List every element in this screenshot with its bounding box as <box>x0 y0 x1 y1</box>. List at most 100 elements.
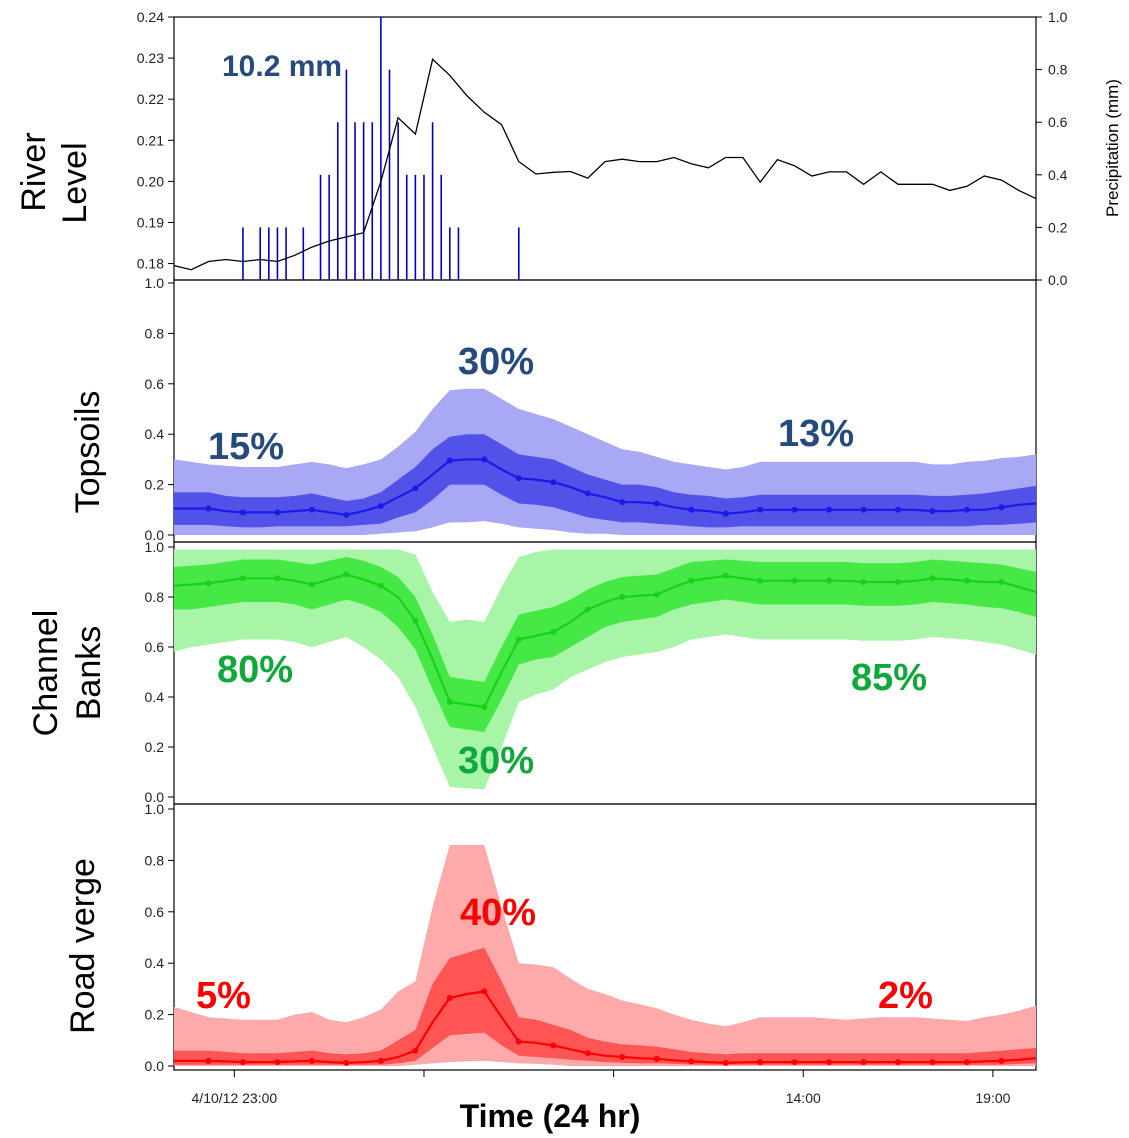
ylabel-topsoils: Topsoils <box>69 391 107 514</box>
median-point <box>584 1050 591 1057</box>
median-point <box>550 479 557 486</box>
median-point <box>722 572 729 579</box>
median-point <box>860 579 867 585</box>
ylabel-river-line1: River <box>15 132 53 211</box>
ytick-label: 0.2 <box>145 477 165 493</box>
median-point <box>929 508 936 515</box>
ylabel-river-right: Precipitation (mm) <box>1103 79 1122 217</box>
ytick-label: 0.4 <box>145 955 165 971</box>
median-point <box>481 988 488 995</box>
median-point <box>308 581 315 588</box>
annotation-topsoils-right: 13% <box>778 413 854 455</box>
ytick-label: 1.0 <box>145 539 165 555</box>
median-line <box>173 573 1037 709</box>
annotation-topsoils-left: 15% <box>208 426 284 468</box>
median-point <box>895 1059 902 1066</box>
median-point <box>964 506 971 513</box>
median-point <box>584 490 591 497</box>
median-point <box>274 575 281 582</box>
median-point <box>653 591 660 598</box>
ytick-label: 0.4 <box>145 689 165 705</box>
channel-banks-plot: 0.0 0.2 0.4 0.6 0.8 1.0 <box>145 539 1037 805</box>
ytick-right-label: 0.2 <box>1048 219 1068 235</box>
ytick-label: 0.0 <box>145 1058 165 1074</box>
median-point <box>688 1058 695 1065</box>
ytick-label: 0.6 <box>145 376 165 392</box>
median-point <box>619 499 626 506</box>
median-point <box>239 1059 246 1066</box>
median-point <box>446 457 453 464</box>
median-point <box>412 485 419 492</box>
annotation-topsoils-peak: 30% <box>458 341 534 383</box>
annotation-road-peak: 40% <box>460 892 536 934</box>
median-point <box>377 1057 384 1064</box>
median-point <box>377 582 384 589</box>
xaxis-title: Time (24 hr) <box>460 1098 641 1134</box>
median-point <box>515 475 522 482</box>
road-verge-plot: 0.0 0.2 0.4 0.6 0.8 1.0 <box>145 801 1037 1074</box>
median-point <box>929 575 936 582</box>
median-point <box>481 456 488 463</box>
ylabel-banks-line2: Banks <box>70 626 108 721</box>
median-point <box>826 506 833 513</box>
inner-band <box>174 557 1036 732</box>
median-point <box>929 1059 936 1066</box>
median-point <box>860 1059 867 1066</box>
ylabel-river-line2: Level <box>56 142 94 223</box>
median-point <box>343 511 350 518</box>
ytick-label: 0.20 <box>137 173 164 189</box>
median-point <box>239 509 246 516</box>
median-point <box>826 1059 833 1066</box>
median-point <box>964 577 971 584</box>
median-point <box>964 1059 971 1066</box>
median-point <box>653 1055 660 1062</box>
median-point <box>860 506 867 513</box>
median-point <box>826 577 833 584</box>
ytick-label: 0.21 <box>137 132 164 148</box>
median-point <box>274 509 281 516</box>
xtick-label: 14:00 <box>786 1090 821 1106</box>
median-point <box>274 1059 281 1066</box>
river-level-plot: 0.18 0.19 0.20 0.21 0.22 0.23 0.24 0.0 0.2 0.4 0.6… <box>137 9 1068 288</box>
outer-band <box>174 845 1036 1066</box>
median-point <box>722 1059 729 1066</box>
median-point <box>308 1057 315 1064</box>
annotation-banks-right: 85% <box>851 657 927 699</box>
ytick-label: 0.0 <box>145 527 165 543</box>
xtick-label: 19:00 <box>975 1090 1010 1106</box>
ytick-right-label: 0.4 <box>1048 167 1068 183</box>
median-point <box>722 510 729 517</box>
median-point <box>205 505 212 512</box>
ytick-right-label: 0.6 <box>1048 114 1068 130</box>
ytick-label: 0.18 <box>137 256 164 272</box>
ytick-right-label: 0.8 <box>1048 62 1068 78</box>
median-point <box>791 1059 798 1066</box>
median-point <box>412 617 419 624</box>
river-level-line <box>173 58 1037 271</box>
median-line <box>174 458 1037 516</box>
median-point <box>757 506 764 513</box>
topsoils-plot: 0.0 0.2 0.4 0.6 0.8 1.0 <box>145 275 1037 543</box>
x-axis: 4/10/12 23:00 14:00 19:00 <box>192 1070 1011 1106</box>
annotation-precip-total: 10.2 mm <box>222 50 342 83</box>
annotation-road-left: 5% <box>196 975 251 1017</box>
median-point <box>619 1054 626 1061</box>
ylabel-banks-line1: Channel <box>27 610 65 737</box>
ylabel-road: Road verge <box>64 858 102 1034</box>
annotation-banks-left: 80% <box>217 649 293 691</box>
median-point <box>895 506 902 513</box>
median-point <box>343 1059 350 1066</box>
ytick-label: 1.0 <box>145 275 165 291</box>
ytick-right-label: 0.0 <box>1048 272 1068 288</box>
median-point <box>205 1057 212 1064</box>
median-point <box>791 506 798 513</box>
median-point <box>412 1047 419 1054</box>
median-point <box>998 1057 1005 1064</box>
ytick-label: 0.19 <box>137 214 164 230</box>
median-point <box>550 629 557 635</box>
ytick-label: 0.8 <box>145 325 165 341</box>
ytick-label: 0.2 <box>145 739 165 755</box>
ytick-label: 0.22 <box>137 91 164 107</box>
xtick-label: 4/10/12 23:00 <box>192 1090 278 1106</box>
median-point <box>998 579 1005 585</box>
